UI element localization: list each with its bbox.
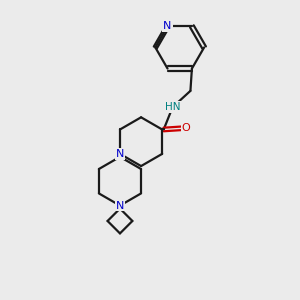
Text: N: N — [116, 201, 124, 211]
Text: O: O — [182, 123, 190, 133]
Text: HN: HN — [165, 102, 180, 112]
Text: N: N — [116, 149, 124, 159]
Text: N: N — [163, 21, 172, 32]
